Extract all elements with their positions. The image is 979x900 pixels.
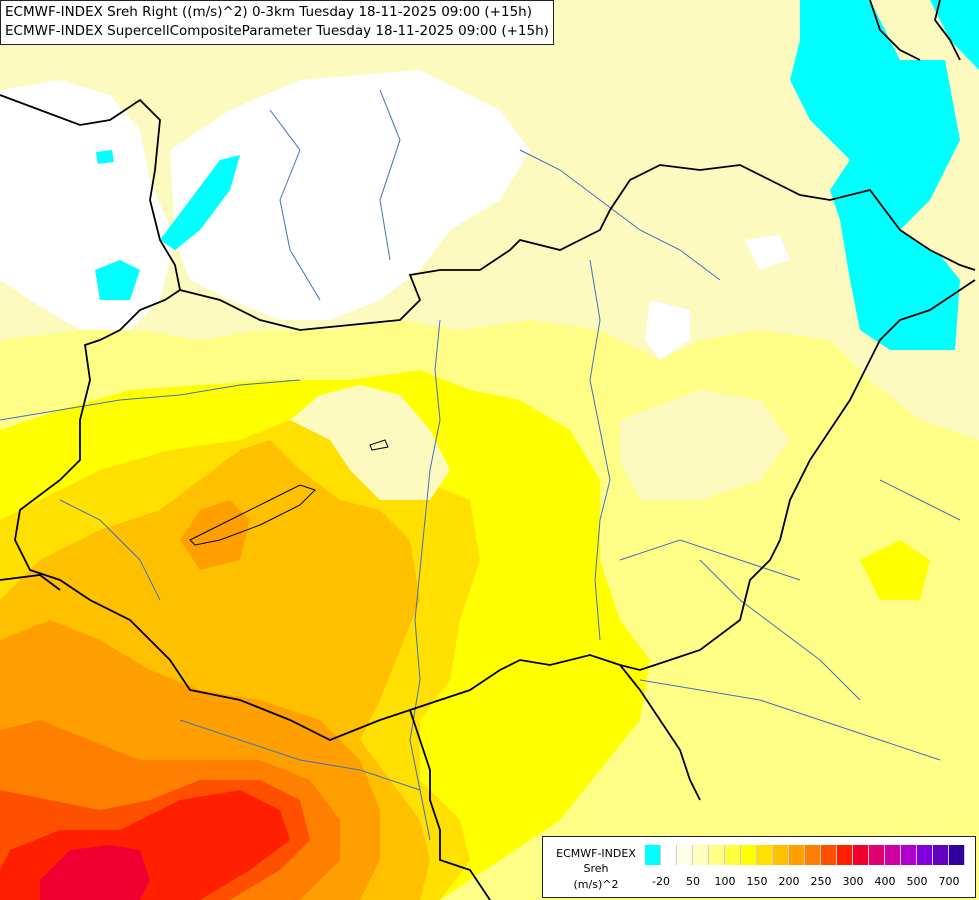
- lakes: [189, 439, 389, 546]
- legend-swatch: [661, 845, 677, 865]
- legend-swatch: [949, 845, 965, 865]
- legend-swatch: [853, 845, 869, 865]
- legend-swatch: [901, 845, 917, 865]
- legend-parameter: Sreh: [583, 862, 609, 875]
- legend-tick-label: 250: [810, 875, 832, 888]
- legend-tick-label: -20: [652, 875, 670, 888]
- legend-tick-label: 300: [842, 875, 864, 888]
- map-title-line-2: ECMWF-INDEX SupercellCompositeParameter …: [5, 23, 549, 39]
- color-legend: ECMWF-INDEX Sreh (m/s)^2 -20 50 100 150 200 2…: [542, 836, 976, 898]
- legend-tick-labels: -20 50 100 150 200 250 300 400 500 700: [645, 875, 965, 891]
- legend-tick-label: 100: [714, 875, 736, 888]
- map-title-box: ECMWF-INDEX Sreh Right ((m/s)^2) 0-3km T…: [0, 0, 554, 45]
- legend-swatch: [725, 845, 741, 865]
- legend-swatch: [821, 845, 837, 865]
- legend-swatch: [789, 845, 805, 865]
- legend-swatches: [645, 845, 965, 865]
- legend-swatch: [869, 845, 885, 865]
- legend-tick-label: 400: [874, 875, 896, 888]
- legend-swatch: [693, 845, 709, 865]
- legend-swatch: [741, 845, 757, 865]
- legend-swatch: [837, 845, 853, 865]
- legend-tick-label: 50: [686, 875, 700, 888]
- legend-tick-label: 500: [906, 875, 928, 888]
- map-title-line-1: ECMWF-INDEX Sreh Right ((m/s)^2) 0-3km T…: [5, 4, 532, 20]
- legend-tick-label: 150: [746, 875, 768, 888]
- legend-model-name: ECMWF-INDEX: [556, 847, 636, 860]
- legend-swatch: [933, 845, 949, 865]
- legend-swatch: [917, 845, 933, 865]
- legend-swatch: [773, 845, 789, 865]
- legend-swatch: [805, 845, 821, 865]
- legend-swatch: [645, 845, 661, 865]
- legend-tick-label: 200: [778, 875, 800, 888]
- legend-swatch: [885, 845, 901, 865]
- legend-swatch: [677, 845, 693, 865]
- rivers: [0, 89, 961, 841]
- crimson-field: [40, 845, 150, 900]
- legend-swatch: [757, 845, 773, 865]
- legend-swatch: [709, 845, 725, 865]
- legend-tick-label: 700: [938, 875, 960, 888]
- legend-unit: (m/s)^2: [573, 878, 619, 891]
- pale-patch: [290, 385, 790, 500]
